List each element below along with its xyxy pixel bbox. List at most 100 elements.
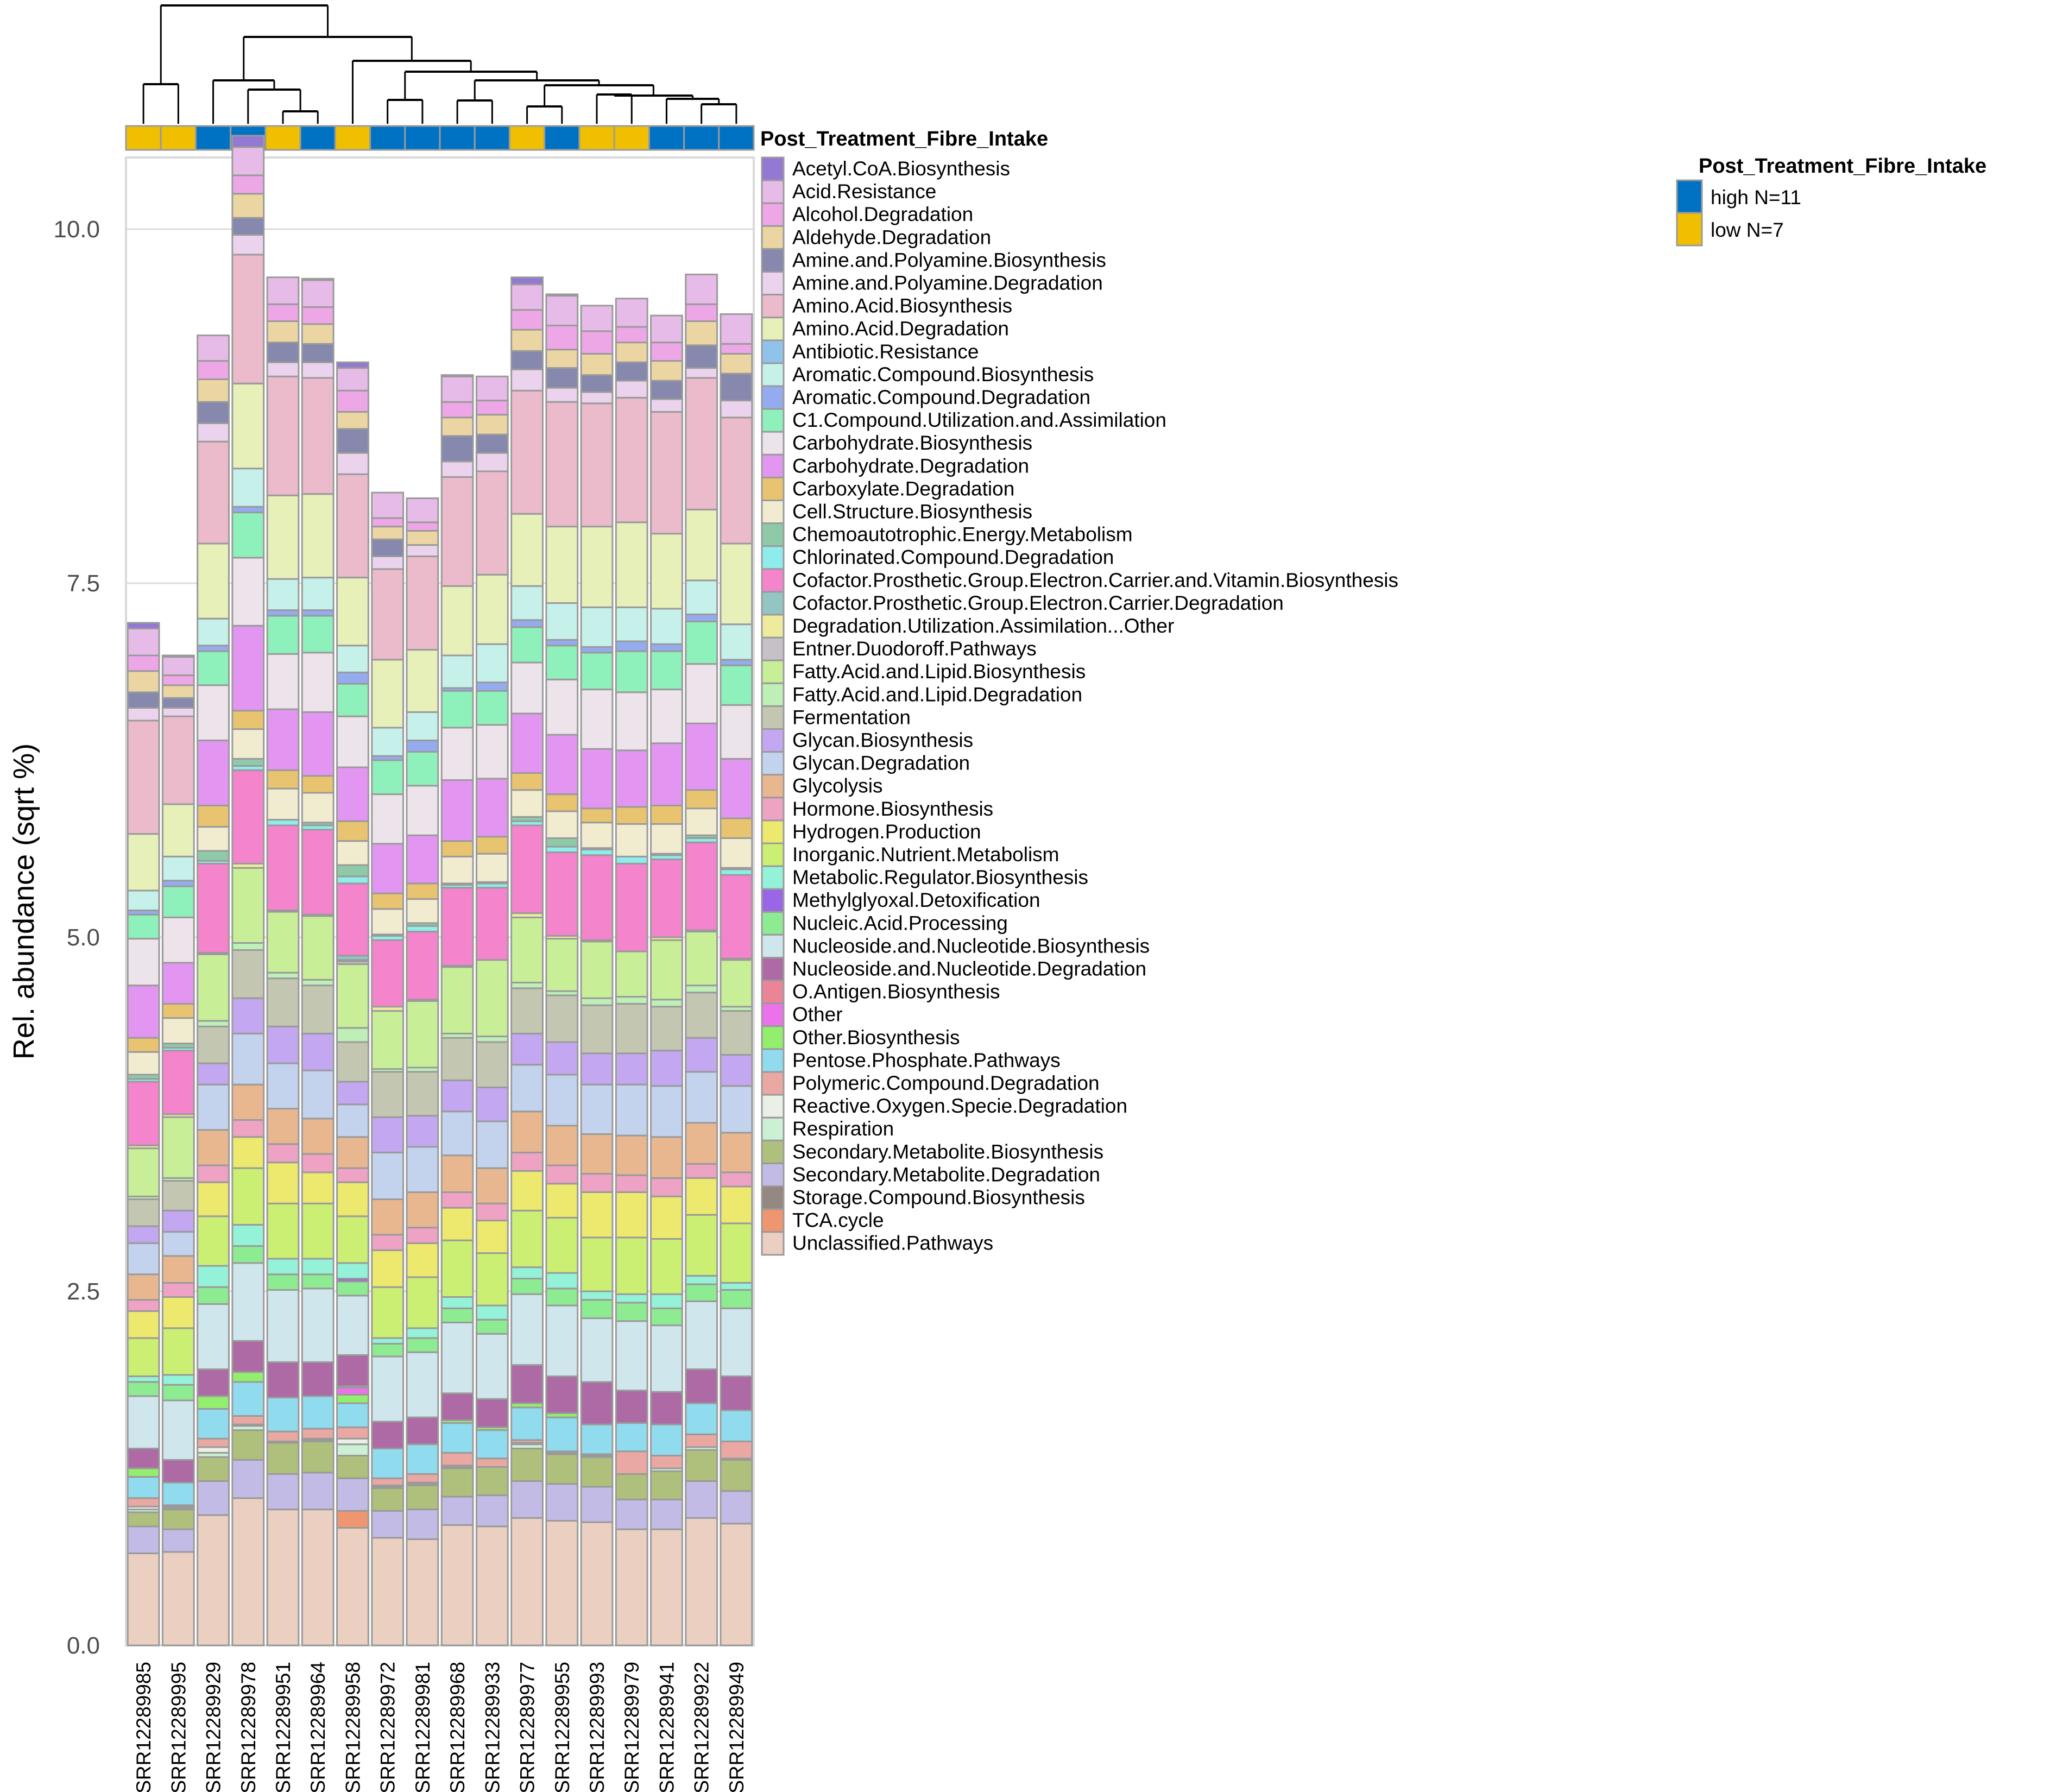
bar-segment: [231, 1167, 265, 1226]
legend-label: Pentose.Phosphate.Pathways: [792, 1049, 1061, 1071]
bar-segment: [475, 1220, 509, 1254]
bar-segment: [440, 374, 474, 377]
bar-segment: [161, 1528, 195, 1553]
bar-segment: [161, 1481, 195, 1506]
legend-swatch: [761, 1231, 785, 1256]
bar-segment: [231, 135, 265, 148]
bar-segment: [127, 1525, 160, 1554]
bar-segment: [266, 342, 300, 363]
bar-segment: [406, 544, 439, 557]
legend-label: Carbohydrate.Degradation: [792, 455, 1029, 477]
bar-segment: [127, 1299, 160, 1313]
bar-segment: [475, 643, 509, 684]
bar-segment: [127, 654, 160, 672]
bar-segment: [650, 689, 683, 744]
bar-segment: [510, 513, 544, 587]
bar-segment: [231, 1340, 265, 1373]
bar-segment: [720, 659, 753, 666]
bar-segment: [475, 1202, 509, 1222]
bar-segment: [371, 1487, 405, 1512]
bar-segment: [127, 1081, 160, 1146]
bar-segment: [266, 1025, 300, 1064]
legend-item: Nucleoside.and.Nucleotide.Degradation: [761, 957, 1146, 982]
legend-label: Inorganic.Nutrient.Metabolism: [792, 843, 1059, 866]
bar-segment: [336, 1443, 369, 1457]
bar-segment: [301, 609, 335, 617]
legend-label: Unclassified.Pathways: [792, 1232, 993, 1254]
bar-segment: [197, 1164, 230, 1183]
bar-segment: [406, 1071, 439, 1117]
bar-segment: [545, 401, 579, 528]
bar-segment: [301, 1288, 335, 1363]
bar-segment: [510, 1447, 544, 1482]
bar-segment: [406, 1327, 439, 1339]
bar-segment: [475, 375, 509, 402]
bar-segment: [161, 880, 195, 887]
bar-segment: [615, 396, 648, 523]
legend-label: Amino.Acid.Biosynthesis: [792, 295, 1012, 317]
bar-segment: [545, 845, 579, 854]
bar-segment: [650, 1391, 683, 1425]
bar-segment: [510, 309, 544, 331]
bar-segment: [161, 1050, 195, 1115]
bar-segment: [685, 985, 718, 994]
bar-segment: [510, 987, 544, 1034]
bar-segment: [197, 739, 230, 806]
bar-segment: [301, 377, 335, 495]
legend-swatch: [761, 339, 785, 364]
bar-segment: [685, 1402, 718, 1435]
bar-segment: [440, 1079, 474, 1113]
legend-label: Glycan.Biosynthesis: [792, 729, 973, 752]
bar-segment: [127, 1476, 160, 1499]
bar-segment: [127, 1337, 160, 1377]
legend-swatch: [761, 659, 785, 684]
bar-segment: [336, 840, 369, 866]
bar-segment: [336, 820, 369, 842]
legend-swatch: [761, 591, 785, 616]
bar-segment: [475, 1466, 509, 1497]
bar-segment: [685, 303, 718, 323]
bar-segment: [301, 652, 335, 713]
bar-stack: [406, 497, 439, 1646]
gridlines: [126, 228, 754, 1646]
bar-segment: [615, 521, 648, 608]
bar-segment: [231, 512, 265, 559]
bar-segment: [161, 855, 195, 882]
bar-segment: [475, 724, 509, 780]
bar-segment: [545, 645, 579, 680]
bar-segment: [266, 1397, 300, 1433]
legend-swatch: [761, 1025, 785, 1050]
bar-segment: [371, 555, 405, 570]
bar-segment: [371, 538, 405, 557]
bar-segment: [336, 1103, 369, 1138]
bar-segment: [650, 1498, 683, 1530]
legend-swatch: [761, 636, 785, 661]
legend-item: Glycan.Degradation: [761, 751, 970, 776]
legend-item: Fermentation: [761, 705, 911, 730]
legend-label: Nucleoside.and.Nucleotide.Biosynthesis: [792, 935, 1150, 957]
bar-segment: [127, 1511, 160, 1528]
bar-segment: [406, 521, 439, 532]
bar-segment: [231, 506, 265, 514]
bar-segment: [161, 1116, 195, 1179]
bar-segment: [545, 938, 579, 992]
bar-segment: [371, 759, 405, 796]
bar-segment: [301, 343, 335, 363]
bar-segment: [475, 1304, 509, 1321]
bar-segment: [266, 276, 300, 305]
annotation-cell: [578, 125, 615, 151]
bar-segment: [301, 829, 335, 916]
bar-segment: [720, 343, 753, 355]
bar-segment: [615, 326, 648, 344]
bar-segment: [231, 217, 265, 236]
bar-segment: [406, 1538, 439, 1646]
bar-segment: [161, 1255, 195, 1284]
bar-segment: [197, 1020, 230, 1027]
legend-label: Polymeric.Compound.Degradation: [792, 1072, 1100, 1094]
bar-segment: [440, 690, 474, 729]
bar-segment: [440, 417, 474, 437]
bar-segment: [371, 568, 405, 661]
bar-segment: [197, 1181, 230, 1217]
bar-segment: [685, 579, 718, 615]
legend-swatch: [761, 774, 785, 799]
